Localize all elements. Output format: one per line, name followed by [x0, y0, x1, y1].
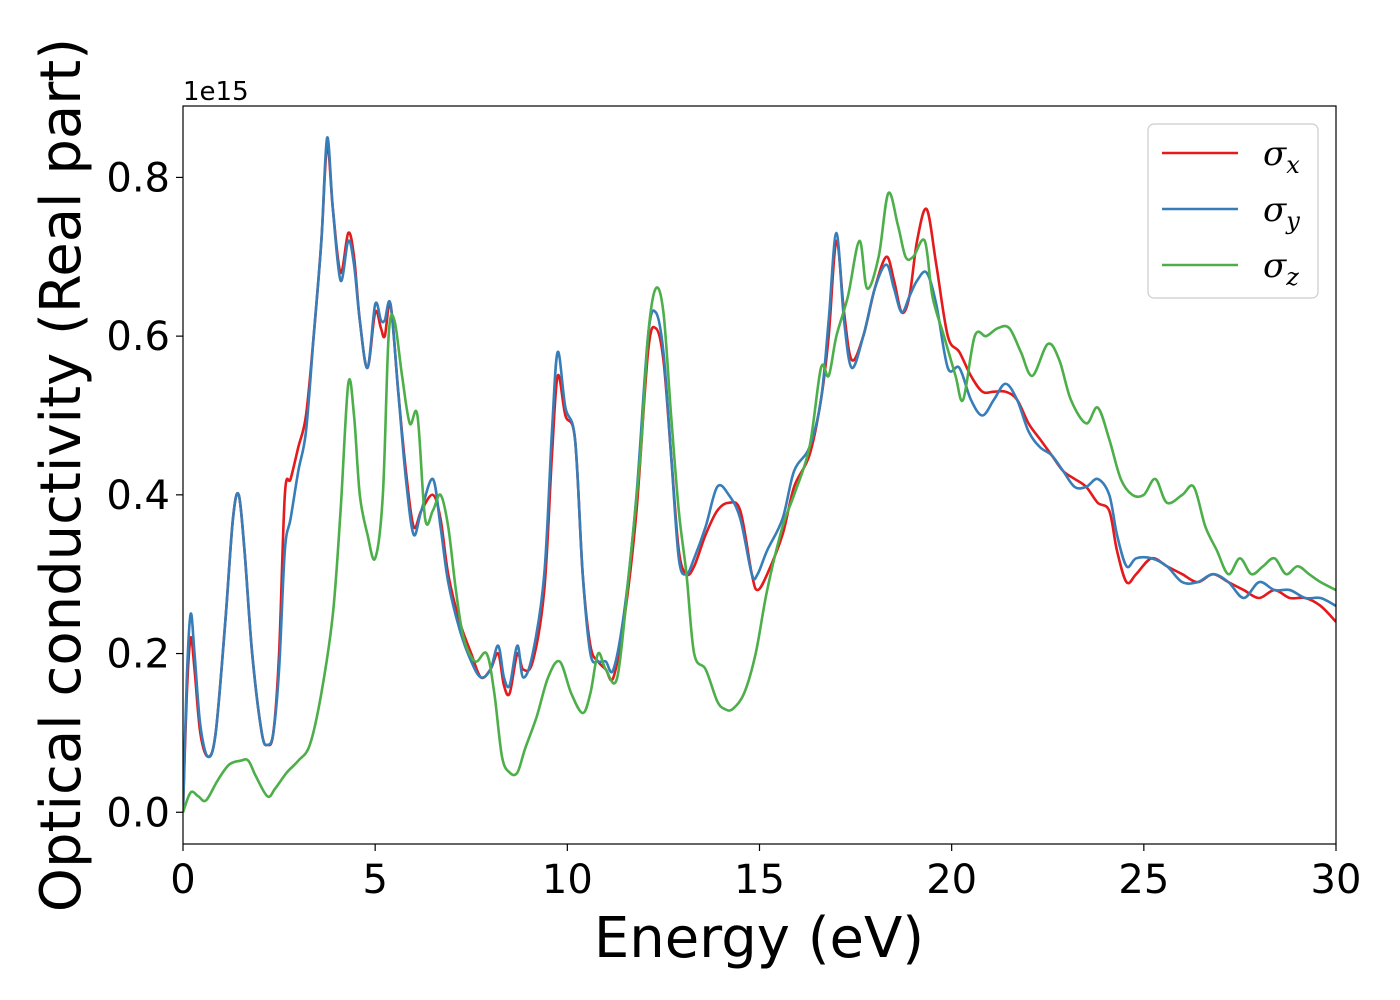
y-axis-title: Optical conductivity (Real part) — [29, 38, 94, 912]
plot-area — [183, 106, 1336, 844]
x-tick-label: 15 — [734, 857, 785, 903]
legend-box — [1147, 123, 1319, 299]
x-axis-ticks: 0 5 10 15 20 25 30 — [170, 844, 1361, 903]
y-tick-label: 0.2 — [106, 632, 170, 678]
y-tick-label: 0.4 — [106, 473, 170, 519]
x-tick-label: 5 — [362, 857, 387, 903]
series-line-z — [183, 191, 1336, 813]
series-layer — [183, 136, 1336, 813]
y-axis-ticks: 0.0 0.2 0.4 0.6 0.8 — [106, 155, 183, 836]
y-tick-label: 0.0 — [106, 790, 170, 836]
x-tick-label: 30 — [1311, 857, 1362, 903]
y-tick-label: 0.6 — [106, 314, 170, 360]
x-tick-label: 0 — [170, 857, 195, 903]
x-tick-label: 25 — [1118, 857, 1169, 903]
x-tick-label: 10 — [542, 857, 593, 903]
x-axis-title: Energy (eV) — [594, 906, 924, 971]
y-offset-label: 1e15 — [183, 77, 249, 107]
x-tick-label: 20 — [926, 857, 977, 903]
y-tick-label: 0.8 — [106, 155, 170, 201]
